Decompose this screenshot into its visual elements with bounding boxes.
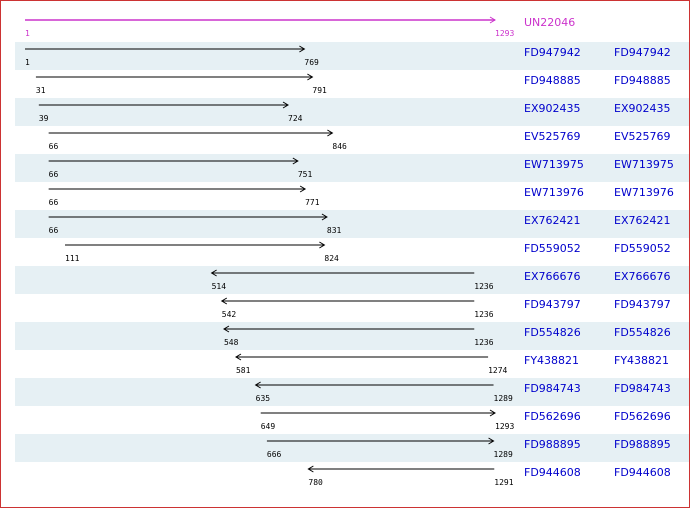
- row-band: [15, 42, 689, 70]
- arrow-head: [299, 185, 307, 193]
- arrow-head: [254, 381, 261, 389]
- start-label: 111: [65, 254, 80, 263]
- arrow-head: [489, 16, 496, 24]
- start-label: 514: [212, 282, 227, 291]
- start-label: 780: [308, 478, 323, 487]
- end-label: 1236: [474, 338, 493, 347]
- end-label: 1236: [474, 282, 493, 291]
- reference-name: UN22046: [524, 16, 575, 29]
- sequence-name[interactable]: FD943797: [524, 298, 581, 311]
- end-label: 1289: [494, 394, 513, 403]
- arrow-head: [489, 409, 496, 417]
- sequence-name[interactable]: FD559052: [524, 242, 581, 255]
- sequence-name[interactable]: EX766676: [524, 270, 580, 283]
- end-label: 791: [312, 86, 327, 95]
- row-band: [15, 266, 689, 294]
- arrow-head: [307, 465, 314, 473]
- end-label: 769: [304, 58, 319, 67]
- row-band: [15, 434, 689, 462]
- row-band: [15, 210, 689, 238]
- arrow-head: [223, 325, 230, 333]
- start-label: 31: [36, 86, 46, 95]
- start-label: 542: [222, 310, 237, 319]
- end-label: 771: [305, 198, 320, 207]
- end-label: 1274: [488, 366, 507, 375]
- sequence-name[interactable]: FD554826: [524, 326, 581, 339]
- start-label: 581: [236, 366, 251, 375]
- sequence-name[interactable]: FY438821: [524, 354, 579, 367]
- end-label: 1236: [474, 310, 493, 319]
- sequence-link[interactable]: FD984743: [614, 382, 671, 395]
- sequence-name[interactable]: EX902435: [524, 102, 580, 115]
- sequence-name[interactable]: FD984743: [524, 382, 581, 395]
- sequence-name[interactable]: EX762421: [524, 214, 580, 227]
- start-label: 548: [224, 338, 239, 347]
- sequence-name[interactable]: FD562696: [524, 410, 581, 423]
- start-label: 1: [25, 58, 30, 67]
- sequence-link[interactable]: FD943797: [614, 298, 671, 311]
- start-label: 39: [39, 114, 49, 123]
- start-label: 66: [49, 198, 59, 207]
- position-label: 1293: [495, 29, 514, 38]
- arrow-head: [282, 101, 289, 109]
- row-band: [15, 322, 689, 350]
- end-label: 824: [324, 254, 339, 263]
- start-label: 66: [49, 142, 59, 151]
- arrow-head: [220, 297, 228, 305]
- start-label: 66: [49, 226, 59, 235]
- start-label: 635: [256, 394, 271, 403]
- arrow-head: [299, 45, 306, 53]
- end-label: 1293: [495, 422, 514, 431]
- end-label: 846: [332, 142, 347, 151]
- arrow-head: [327, 129, 334, 137]
- row-band: [15, 378, 689, 406]
- sequence-name[interactable]: EW713975: [524, 158, 584, 171]
- end-label: 831: [327, 226, 342, 235]
- end-label: 1289: [494, 450, 513, 459]
- row-band: [15, 154, 689, 182]
- sequence-link[interactable]: FD988895: [614, 438, 671, 451]
- arrow-head: [210, 269, 217, 277]
- sequence-name[interactable]: FD944608: [524, 466, 581, 479]
- sequence-link[interactable]: EX902435: [614, 102, 670, 115]
- start-label: 649: [261, 422, 276, 431]
- sequence-link[interactable]: FD944608: [614, 466, 671, 479]
- sequence-link[interactable]: FY438821: [614, 354, 669, 367]
- arrow-head: [307, 73, 314, 81]
- sequence-name[interactable]: FD948885: [524, 74, 581, 87]
- sequence-link[interactable]: EX762421: [614, 214, 670, 227]
- sequence-name[interactable]: EW713976: [524, 186, 584, 199]
- start-label: 666: [267, 450, 282, 459]
- end-label: 751: [298, 170, 313, 179]
- arrow-head: [235, 353, 242, 361]
- sequence-link[interactable]: FD554826: [614, 326, 671, 339]
- end-label: 724: [288, 114, 303, 123]
- sequence-link[interactable]: EW713976: [614, 186, 674, 199]
- position-label: 1: [25, 29, 30, 38]
- sequence-link[interactable]: FD562696: [614, 410, 671, 423]
- end-label: 1291: [494, 478, 513, 487]
- sequence-link[interactable]: EW713975: [614, 158, 674, 171]
- sequence-link[interactable]: EV525769: [614, 130, 670, 143]
- sequence-name[interactable]: FD988895: [524, 438, 581, 451]
- sequence-name[interactable]: FD947942: [524, 46, 581, 59]
- sequence-link[interactable]: FD948885: [614, 74, 671, 87]
- arrow-head: [292, 157, 299, 165]
- sequence-link[interactable]: FD947942: [614, 46, 671, 59]
- sequence-link[interactable]: FD559052: [614, 242, 671, 255]
- sequence-name[interactable]: EV525769: [524, 130, 580, 143]
- arrow-head: [319, 241, 326, 249]
- row-band: [15, 98, 689, 126]
- start-label: 66: [49, 170, 59, 179]
- arrow-head: [488, 437, 495, 445]
- arrow-head: [321, 213, 328, 221]
- sequence-link[interactable]: EX766676: [614, 270, 670, 283]
